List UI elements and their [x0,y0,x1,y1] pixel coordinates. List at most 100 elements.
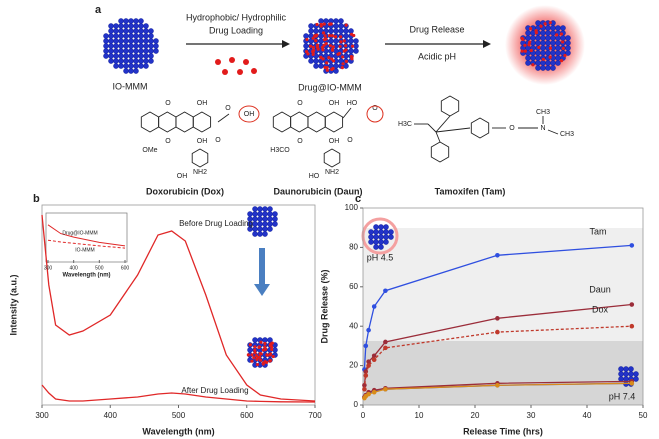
drug-dot [248,343,252,347]
arrow-head [254,284,270,296]
point [371,304,377,309]
particle-dot [133,28,139,34]
drug-dot [537,45,541,50]
particle-dot [545,40,551,46]
point [371,357,377,362]
particle-dot [530,35,536,41]
particle-dot [148,48,154,54]
nanoparticle [246,337,278,368]
particle-dot [565,45,571,51]
particle-dot [338,28,344,34]
particle-dot [535,65,541,71]
y-tick-label: 80 [349,243,358,252]
particle-dot [148,28,154,34]
point [629,243,635,248]
particle-dot [262,221,268,227]
particle-dot [252,337,258,343]
particle-dot [343,28,349,34]
particle-dot [333,18,339,24]
particle-dot [138,63,144,69]
point [371,353,377,359]
particle-dot [373,244,379,250]
drug-dot [327,56,331,60]
acidic-region [363,228,643,341]
ring [192,111,212,133]
particle-dot [333,68,339,74]
drug-dot [325,68,329,72]
particle-dot [623,371,629,377]
ring [140,111,160,133]
particle-dot [123,23,129,29]
series-label: Daun [589,284,611,294]
ring [175,111,194,133]
particle-dot [565,40,571,46]
particle-dot [148,33,154,39]
drug-dot [523,43,527,47]
y-tick-label: 20 [349,361,358,370]
atom: OH [329,138,340,145]
particle-dot [143,63,149,69]
drug-dot [253,345,257,349]
particle-dot [303,33,309,39]
point [366,363,371,368]
particle-dot [113,23,119,29]
particle-dot [308,23,314,29]
step-label: Hydrophobic/ Hydrophilic [186,12,287,22]
particle-dot [138,23,144,29]
atom: O [165,100,171,107]
particle-dot [267,226,273,232]
particle-dot [252,231,258,237]
point [363,343,369,349]
point [495,252,500,258]
annotation: pH 4.5 [367,252,394,262]
particle-dot [143,58,149,64]
bonds [414,116,559,135]
particle-dot [373,224,379,230]
drug-dot [548,46,553,50]
nanoparticle [520,20,571,71]
drug-dot [520,49,524,53]
particle-dot [257,216,263,222]
y-axis-label: Intensity (a.u.) [8,274,18,335]
particle-dot [118,43,124,49]
particle-dot [153,48,159,54]
particle-dot [343,53,349,59]
particle-dot [272,211,278,217]
drug-dot [246,353,250,357]
drug-dot [541,57,545,61]
particle-dot [133,33,139,39]
particle-dot [353,43,359,49]
drug-dot [344,23,348,27]
particle-dot [113,38,119,44]
atom: H3CO [270,147,290,154]
particle-dot [123,63,129,69]
particle-dot [555,45,561,51]
drug-dot [264,360,269,364]
particle-dot [113,53,119,59]
atom: CH3 [560,131,574,138]
atom: O [297,138,303,145]
y-tick-label: 40 [349,321,358,330]
particle-dot [333,23,339,29]
drug-dot [252,356,256,360]
particle-dot [128,63,134,69]
particle-dot [143,33,149,39]
particle-dot [148,38,154,44]
particle-dot [103,48,109,54]
atom: N [540,125,545,132]
drug-dot [259,358,263,362]
drug-dot [336,52,340,56]
particle-dot [262,206,268,212]
point [362,386,367,392]
particle-dot [143,23,149,29]
drug-dot [559,32,564,36]
ring [191,148,209,168]
particle-dot [118,33,124,39]
drug-dot [539,24,543,28]
particle-dot [348,38,354,44]
particle-dot [133,58,139,64]
particle-dot [128,33,134,39]
drug-dot [330,47,335,51]
particle-dot [252,206,258,212]
point [366,391,371,397]
